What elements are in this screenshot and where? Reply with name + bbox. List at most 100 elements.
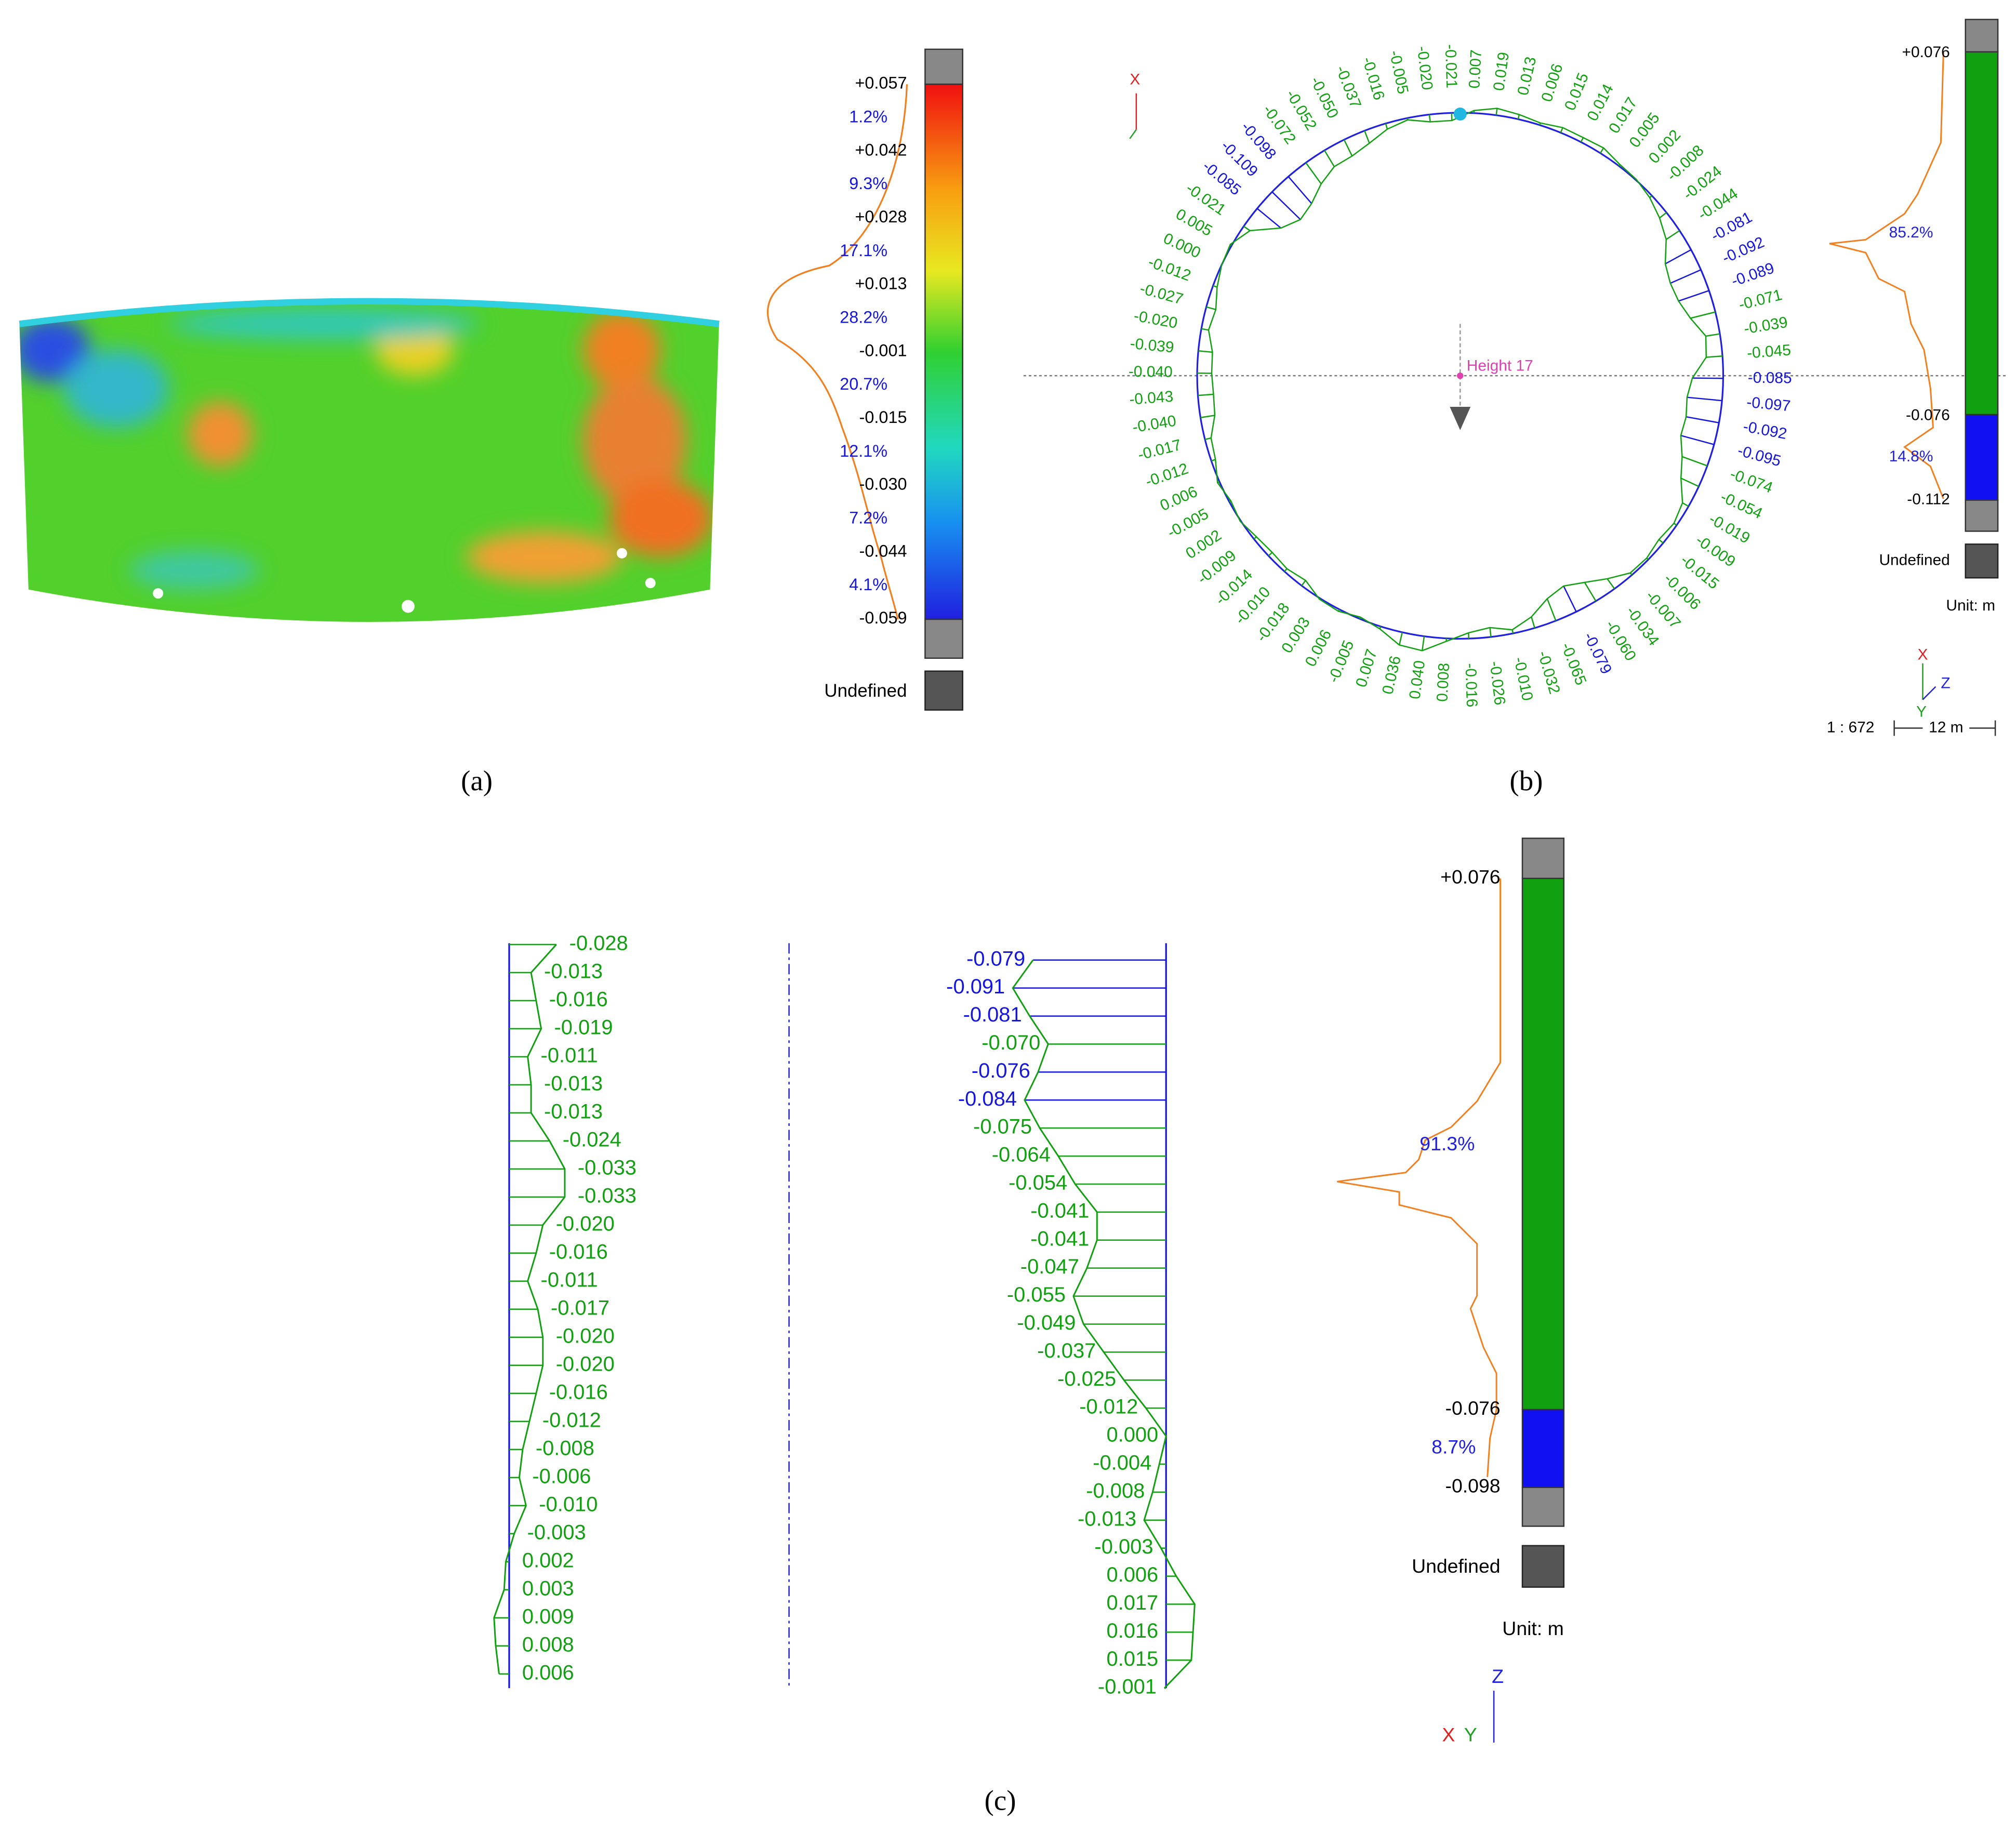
profile-label: -0.064 xyxy=(992,1144,1051,1166)
deviation-label: -0.040 xyxy=(1129,363,1173,381)
hatch xyxy=(1268,552,1273,556)
profile-label: -0.010 xyxy=(539,1493,598,1516)
deviation-label: -0.021 xyxy=(1442,44,1461,89)
triad-label: Y xyxy=(1916,703,1927,720)
deviation-label: 0.006 xyxy=(1538,62,1566,104)
profile-label: -0.001 xyxy=(1098,1676,1157,1698)
hatch xyxy=(1546,598,1557,621)
profile-label: -0.076 xyxy=(972,1059,1030,1082)
profile-label: -0.033 xyxy=(578,1184,636,1207)
hatch xyxy=(1421,636,1425,651)
profile-label: -0.013 xyxy=(544,1100,603,1123)
scale-tick: +0.057 xyxy=(855,74,907,92)
hatch xyxy=(1517,114,1520,120)
hatch xyxy=(1599,148,1604,154)
hatch xyxy=(1705,333,1720,337)
deviation-label: -0.074 xyxy=(1728,466,1775,497)
deviation-label: 0.015 xyxy=(1561,71,1592,113)
height-label: Height 17 xyxy=(1467,357,1533,375)
deviation-label: -0.045 xyxy=(1746,341,1792,362)
deviation-label: -0.071 xyxy=(1737,286,1784,314)
deviation-label: 0.019 xyxy=(1490,51,1513,92)
color-bar xyxy=(1521,838,1564,1588)
caption: (a) xyxy=(461,765,493,796)
profile-label: -0.028 xyxy=(569,932,628,954)
hatch xyxy=(1607,578,1615,589)
hatch xyxy=(1680,477,1699,487)
start-point xyxy=(1453,108,1467,121)
profiles: -0.028 -0.013 -0.016 -0.019 -0.011 -0.013 -0.0… xyxy=(493,932,1196,1698)
legend-percent: 8.7% xyxy=(1431,1436,1476,1458)
deviation-label: 0.008 xyxy=(1434,662,1453,702)
deviation-label: 0.013 xyxy=(1515,55,1540,97)
hatch xyxy=(1198,393,1214,396)
hatch xyxy=(1343,139,1353,156)
deviation-label: -0.039 xyxy=(1743,314,1789,338)
deviation-label: 0.000 xyxy=(1161,230,1203,261)
hatch xyxy=(1213,285,1217,288)
profile-label: 0.006 xyxy=(1106,1563,1158,1586)
hatch xyxy=(1198,350,1213,353)
cylinder xyxy=(19,298,720,622)
profile-label: -0.003 xyxy=(527,1521,586,1544)
scale-tick: +0.028 xyxy=(855,207,907,226)
profile-label: -0.003 xyxy=(1094,1535,1153,1558)
hatch xyxy=(1204,437,1211,441)
deviation-label: -0.016 xyxy=(1359,55,1388,102)
legend-tick: -0.076 xyxy=(1445,1397,1501,1419)
hatch xyxy=(1686,416,1719,423)
axis xyxy=(1129,129,1137,139)
hatch xyxy=(1364,130,1370,144)
hatch xyxy=(1243,225,1251,231)
histogram xyxy=(1337,878,1502,1477)
scale-percent: 28.2% xyxy=(840,308,887,327)
scale-bar xyxy=(1893,720,1996,736)
profile-label: 0.002 xyxy=(522,1549,574,1572)
legend-percent: 91.3% xyxy=(1420,1133,1475,1154)
profile-label: -0.020 xyxy=(556,1324,615,1347)
scale-percent: 7.2% xyxy=(849,509,887,527)
triad-label: X xyxy=(1917,646,1928,663)
profile-label: -0.008 xyxy=(536,1437,594,1459)
profile-label: -0.055 xyxy=(1007,1283,1066,1306)
scale-tick: +0.013 xyxy=(855,274,907,293)
deviation-label: -0.037 xyxy=(1332,63,1364,111)
hatch xyxy=(1271,191,1301,220)
profile-label: -0.012 xyxy=(542,1409,601,1431)
profile-label: -0.013 xyxy=(1078,1507,1136,1530)
profile-label: -0.016 xyxy=(549,1380,608,1403)
hatch xyxy=(1531,616,1535,628)
hatch xyxy=(1288,176,1312,204)
hatch xyxy=(1489,627,1492,638)
profile-label: -0.011 xyxy=(541,1044,598,1067)
profile-label: -0.047 xyxy=(1020,1255,1079,1278)
profile-label: 0.000 xyxy=(1106,1424,1158,1446)
profile-label: -0.013 xyxy=(544,960,603,983)
unit-label: Unit: m xyxy=(1946,597,1995,614)
hatch xyxy=(1301,580,1306,586)
hatch xyxy=(1206,306,1216,310)
hatch xyxy=(1201,328,1209,331)
profile-label: -0.025 xyxy=(1057,1368,1116,1390)
scale-percent: 12.1% xyxy=(840,442,887,460)
profile-label: -0.041 xyxy=(1030,1227,1089,1250)
hatch xyxy=(1687,396,1722,402)
profile-label: -0.091 xyxy=(946,975,1005,998)
legend-percent: 14.8% xyxy=(1889,448,1933,465)
deviation-label: -0.043 xyxy=(1129,388,1174,408)
deviation-label: -0.032 xyxy=(1534,649,1563,696)
deviation-label: 0.007 xyxy=(1466,49,1485,89)
arrow-head xyxy=(1450,407,1471,430)
hatch xyxy=(1682,502,1689,507)
undefined-label: Undefined xyxy=(1412,1555,1500,1577)
hatch xyxy=(1385,123,1388,129)
center xyxy=(1457,372,1464,379)
scale-bar-label: 12 m xyxy=(1929,719,1964,736)
profile-label: -0.054 xyxy=(1009,1172,1067,1194)
triad-label: X xyxy=(1442,1723,1455,1745)
deviation-label: -0.020 xyxy=(1414,45,1436,91)
profile-label: 0.008 xyxy=(522,1633,574,1656)
profile-label: -0.004 xyxy=(1093,1452,1151,1475)
profile-line xyxy=(493,944,566,1674)
legend-percent: 85.2% xyxy=(1889,224,1933,241)
